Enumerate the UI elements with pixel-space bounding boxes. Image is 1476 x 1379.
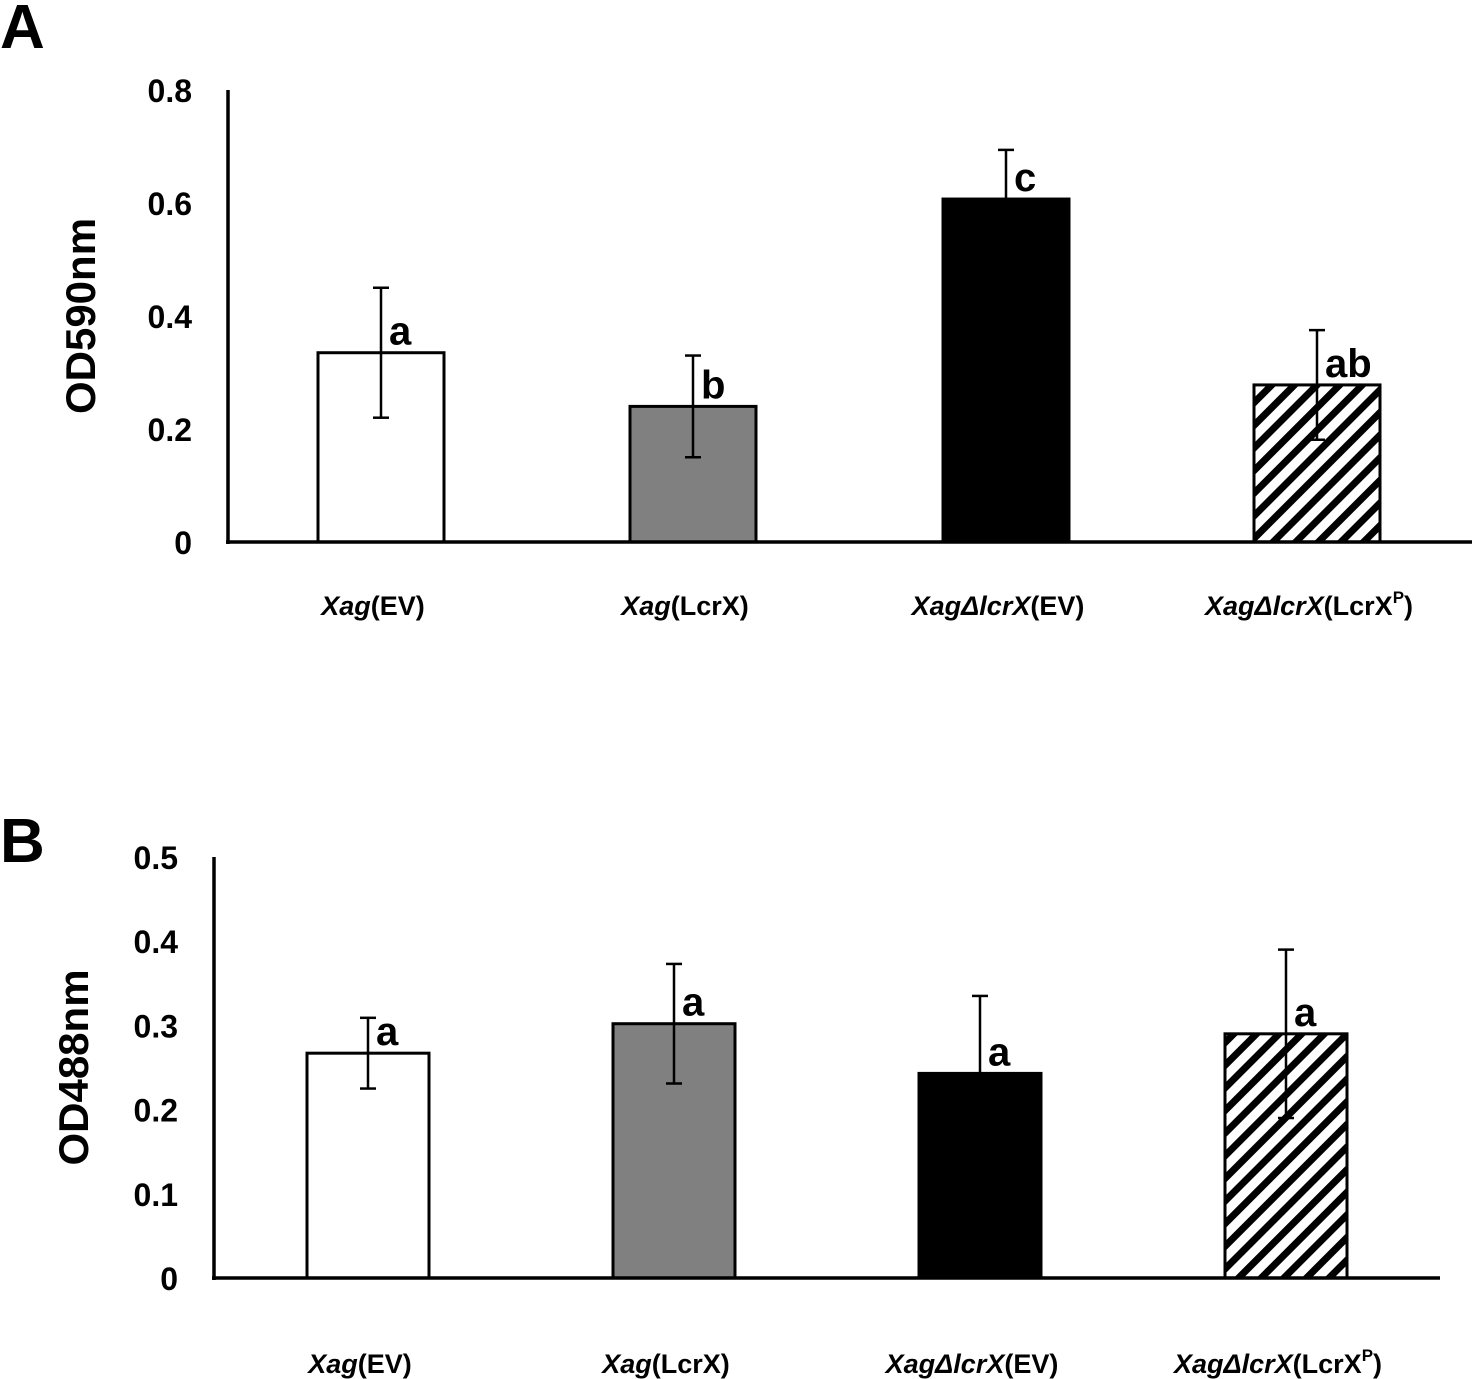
x-tick-label-close: ) <box>1373 1349 1382 1379</box>
x-tick-label-normal: (LcrX) <box>652 1349 730 1379</box>
x-tick-label-normal: (EV) <box>371 591 425 621</box>
y-tick-label: 0.6 <box>148 186 192 222</box>
significance-label: a <box>988 1030 1011 1074</box>
x-tick-label-italic: Xag <box>600 1349 652 1379</box>
x-tick-label-normal: (LcrX <box>1293 1349 1362 1379</box>
bar <box>941 197 1071 544</box>
error-bar <box>998 148 1014 250</box>
x-tick-label-normal: (LcrX) <box>671 591 749 621</box>
y-tick-label: 0 <box>160 1261 178 1297</box>
significance-label: a <box>1294 991 1317 1035</box>
y-tick-label: 0.4 <box>148 299 193 335</box>
panel-letter: B <box>0 807 45 876</box>
x-tick-label: XagΔlcrX(LcrXP) <box>1203 588 1413 621</box>
x-tick-label-close: ) <box>1404 591 1413 621</box>
significance-label: a <box>376 1010 399 1054</box>
significance-label: b <box>701 363 725 407</box>
x-tick-label-normal: (EV) <box>1004 1349 1058 1379</box>
panel-letter: A <box>0 0 45 62</box>
significance-label: c <box>1014 156 1036 200</box>
x-tick-label: XagΔlcrX(EV) <box>910 591 1085 621</box>
x-tick-label: Xag(LcrX) <box>600 1349 730 1379</box>
error-bar <box>1309 328 1325 441</box>
x-tick-label-italic: Xag <box>319 591 371 621</box>
y-tick-label: 0.2 <box>134 1093 178 1129</box>
x-tick-label-normal: (EV) <box>358 1349 412 1379</box>
y-tick-label: 0.1 <box>134 1177 178 1213</box>
x-tick-label-italic: XagΔlcrX <box>1172 1349 1295 1379</box>
x-tick-label: XagΔlcrX(EV) <box>884 1349 1059 1379</box>
bar <box>305 1051 431 1280</box>
x-tick-label: Xag(EV) <box>319 591 425 621</box>
x-tick-label: Xag(EV) <box>306 1349 412 1379</box>
y-tick-label: 0.2 <box>148 412 192 448</box>
significance-label: a <box>389 310 412 354</box>
x-tick-label-italic: XagΔlcrX <box>910 591 1033 621</box>
error-bar <box>360 1016 376 1090</box>
significance-label: a <box>682 981 705 1025</box>
significance-label: ab <box>1325 342 1372 386</box>
x-tick-label-italic: XagΔlcrX <box>884 1349 1007 1379</box>
x-tick-label-normal: (EV) <box>1030 591 1084 621</box>
y-axis-label: OD488nm <box>50 969 97 1165</box>
error-bar <box>1278 948 1294 1120</box>
x-tick-label-superscript: P <box>1362 1346 1373 1365</box>
x-tick-label: XagΔlcrX(LcrXP) <box>1172 1346 1382 1379</box>
error-bar <box>685 354 701 459</box>
y-axis-label: OD590nm <box>57 218 104 414</box>
x-tick-label-italic: XagΔlcrX <box>1203 591 1326 621</box>
x-tick-label-superscript: P <box>1393 588 1404 607</box>
y-tick-label: 0.5 <box>134 840 178 876</box>
x-tick-label-normal: (LcrX <box>1324 591 1393 621</box>
x-tick-label-italic: Xag <box>619 591 671 621</box>
y-tick-label: 0 <box>174 525 192 561</box>
y-tick-label: 0.4 <box>134 924 179 960</box>
x-tick-label: Xag(LcrX) <box>619 591 749 621</box>
y-tick-label: 0.3 <box>134 1008 178 1044</box>
x-tick-label-italic: Xag <box>306 1349 358 1379</box>
error-bar <box>972 994 988 1153</box>
y-tick-label: 0.8 <box>148 73 192 109</box>
error-bar <box>666 962 682 1085</box>
error-bar <box>373 286 389 419</box>
